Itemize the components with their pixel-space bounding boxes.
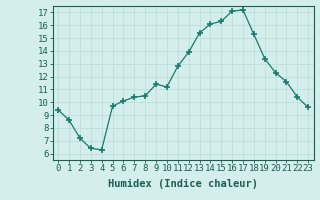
- X-axis label: Humidex (Indice chaleur): Humidex (Indice chaleur): [108, 179, 258, 189]
